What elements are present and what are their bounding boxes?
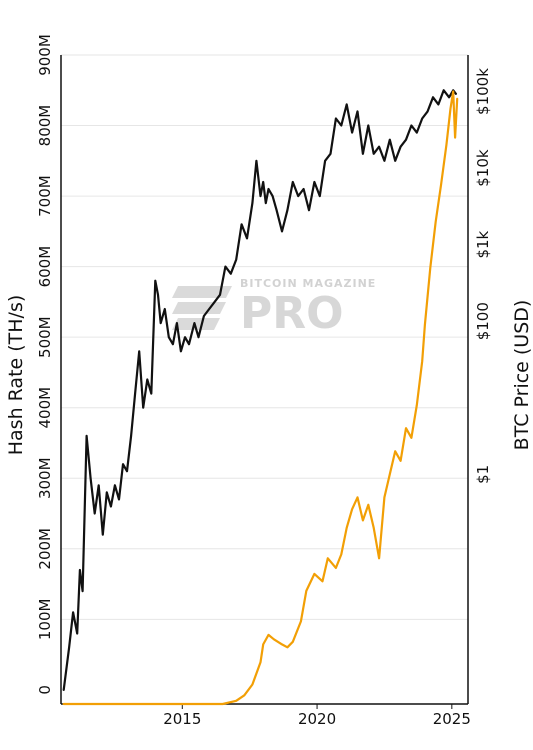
y-right-axis-label: BTC Price (USD) bbox=[511, 300, 533, 451]
y-left-tick-label: 800M bbox=[36, 105, 54, 147]
y-left-tick-label: 500M bbox=[36, 316, 54, 358]
x-tick-label: 2025 bbox=[433, 710, 471, 728]
y-left-tick-label: 0 bbox=[36, 685, 54, 695]
y-left-tick-label: 700M bbox=[36, 175, 54, 217]
hash-rate-line bbox=[62, 89, 457, 692]
y-left-tick-label: 400M bbox=[36, 387, 54, 429]
watermark-big-text: PRO bbox=[240, 288, 344, 339]
ticks-layer: 0 100M 200M 300M 400M 500M 600M 700M 800M 900M $1 $… bbox=[36, 34, 492, 728]
y-left-tick-label: 600M bbox=[36, 246, 54, 288]
y-left-axis-label: Hash Rate (TH/s) bbox=[5, 295, 27, 456]
watermark-top-text: BITCOIN MAGAZINE bbox=[240, 277, 376, 290]
watermark: BITCOIN MAGAZINE PRO bbox=[172, 277, 376, 339]
y-right-tick-label: $10k bbox=[474, 149, 492, 187]
series-layer bbox=[62, 89, 459, 706]
btc-price-line bbox=[62, 90, 459, 706]
y-right-tick-label: $1k bbox=[474, 230, 492, 258]
axis-layer bbox=[60, 55, 469, 709]
y-left-tick-label: 900M bbox=[36, 34, 54, 76]
x-tick-label: 2015 bbox=[163, 710, 201, 728]
y-left-tick-label: 300M bbox=[36, 457, 54, 499]
y-right-tick-label: $100k bbox=[474, 68, 492, 115]
y-right-tick-label: $1 bbox=[474, 465, 492, 484]
x-tick-label: 2020 bbox=[298, 710, 336, 728]
y-right-tick-label: $100 bbox=[474, 302, 492, 340]
y-left-tick-label: 100M bbox=[36, 599, 54, 641]
y-left-tick-label: 200M bbox=[36, 528, 54, 570]
